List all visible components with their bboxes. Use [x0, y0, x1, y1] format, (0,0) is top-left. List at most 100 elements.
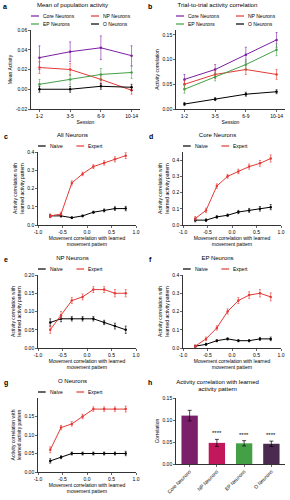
- svg-text:Mean of population activity: Mean of population activity: [37, 2, 108, 8]
- svg-text:0.2: 0.2: [27, 185, 34, 191]
- svg-text:Movement correlation with lear: Movement correlation with learnedmovemen…: [49, 482, 126, 495]
- svg-text:0.05: 0.05: [162, 81, 172, 87]
- svg-text:0.00: 0.00: [24, 469, 34, 475]
- svg-text:NP Neurons: NP Neurons: [196, 468, 220, 492]
- svg-text:-1.0: -1.0: [179, 352, 188, 358]
- svg-text:Core Neurons: Core Neurons: [188, 13, 220, 19]
- svg-text:-0.5: -0.5: [58, 229, 67, 235]
- svg-text:a: a: [3, 3, 7, 10]
- svg-text:Naive: Naive: [50, 389, 63, 395]
- svg-text:1.0: 1.0: [278, 229, 285, 235]
- svg-text:0.10: 0.10: [24, 308, 34, 314]
- svg-text:Activity correlation withlearn: Activity correlation withlearned activit…: [157, 163, 170, 214]
- svg-text:O Neurons: O Neurons: [253, 468, 275, 490]
- svg-text:EP Neurons: EP Neurons: [201, 255, 233, 261]
- svg-text:Expert: Expert: [88, 266, 103, 272]
- svg-text:0.06: 0.06: [17, 27, 27, 33]
- svg-text:0.0: 0.0: [84, 229, 91, 235]
- svg-text:6-9: 6-9: [97, 113, 104, 119]
- svg-text:0.0: 0.0: [27, 222, 34, 228]
- svg-text:Movement correlation with lear: Movement correlation with learnedmovemen…: [49, 235, 126, 248]
- svg-text:All Neurons: All Neurons: [57, 132, 88, 138]
- svg-text:b: b: [148, 3, 152, 10]
- svg-text:EP Neurons: EP Neurons: [43, 21, 70, 27]
- svg-text:0.15: 0.15: [162, 32, 172, 38]
- svg-text:0.04: 0.04: [17, 47, 27, 53]
- svg-text:0.4: 0.4: [172, 157, 179, 163]
- svg-text:Movement correlation with lear: Movement correlation with learnedmovemen…: [194, 235, 271, 248]
- svg-text:0.4: 0.4: [27, 149, 34, 155]
- svg-text:0.0: 0.0: [84, 476, 91, 482]
- svg-text:Core Neurons: Core Neurons: [166, 468, 193, 495]
- svg-text:-1.0: -1.0: [34, 229, 43, 235]
- svg-text:-0.5: -0.5: [203, 229, 212, 235]
- svg-text:0.1: 0.1: [172, 206, 179, 212]
- svg-text:Naive: Naive: [195, 266, 208, 272]
- svg-text:0.10: 0.10: [162, 417, 172, 423]
- svg-text:Movement correlation with lear: Movement correlation with learnedmovemen…: [194, 358, 271, 371]
- svg-text:Naive: Naive: [50, 266, 63, 272]
- svg-text:0.00: 0.00: [162, 461, 172, 467]
- svg-text:NP Neurons: NP Neurons: [103, 13, 131, 19]
- svg-text:Activity correlation withlearn: Activity correlation withlearned activit…: [12, 163, 25, 214]
- svg-text:e: e: [4, 256, 8, 263]
- svg-text:0.05: 0.05: [24, 327, 34, 333]
- svg-text:Mean Activity: Mean Activity: [7, 54, 13, 84]
- svg-text:6-9: 6-9: [242, 113, 249, 119]
- svg-text:Activity correlation: Activity correlation: [154, 49, 160, 90]
- svg-text:Expert: Expert: [233, 266, 248, 272]
- svg-text:Movement correlation with lear: Movement correlation with learnedmovemen…: [49, 358, 126, 371]
- svg-text:EP Neurons: EP Neurons: [188, 21, 215, 27]
- svg-text:1.0: 1.0: [133, 352, 140, 358]
- svg-text:10-14: 10-14: [125, 113, 138, 119]
- svg-text:0.5: 0.5: [253, 352, 260, 358]
- svg-text:Naive: Naive: [50, 143, 63, 149]
- svg-text:Session: Session: [222, 119, 240, 125]
- svg-text:****: ****: [212, 430, 222, 436]
- svg-text:NP Neurons: NP Neurons: [56, 255, 89, 261]
- svg-text:-0.5: -0.5: [58, 352, 67, 358]
- svg-text:-1.0: -1.0: [179, 229, 188, 235]
- svg-text:1-2: 1-2: [181, 113, 188, 119]
- svg-text:0.1: 0.1: [172, 327, 179, 333]
- svg-text:0.0: 0.0: [229, 229, 236, 235]
- svg-text:Session: Session: [77, 119, 95, 125]
- svg-text:0.10: 0.10: [162, 56, 172, 62]
- svg-text:****: ****: [239, 432, 249, 438]
- svg-text:10-14: 10-14: [270, 113, 283, 119]
- svg-text:O Neurons: O Neurons: [58, 378, 87, 384]
- svg-text:f: f: [149, 256, 152, 263]
- svg-text:0.00: 0.00: [24, 345, 34, 351]
- svg-text:Activity correlation withlearn: Activity correlation withlearned activit…: [10, 286, 23, 337]
- svg-text:O Neurons: O Neurons: [103, 21, 128, 27]
- svg-text:-0.5: -0.5: [203, 352, 212, 358]
- svg-text:-0.5: -0.5: [58, 476, 67, 482]
- svg-text:0.5: 0.5: [108, 352, 115, 358]
- svg-text:c: c: [4, 133, 8, 140]
- svg-text:1.0: 1.0: [133, 229, 140, 235]
- svg-text:1.0: 1.0: [278, 352, 285, 358]
- svg-text:0.0: 0.0: [172, 222, 179, 228]
- svg-text:3-5: 3-5: [67, 113, 74, 119]
- svg-text:0.05: 0.05: [162, 439, 172, 445]
- svg-text:0.4: 0.4: [172, 272, 179, 278]
- svg-text:Trial-to-trial activity correl: Trial-to-trial activity correlation: [178, 2, 258, 8]
- svg-text:3-5: 3-5: [212, 113, 219, 119]
- svg-text:d: d: [149, 133, 153, 140]
- svg-text:0.0: 0.0: [172, 345, 179, 351]
- svg-text:h: h: [148, 379, 152, 386]
- svg-text:-0.02: -0.02: [16, 106, 28, 112]
- svg-text:0.00: 0.00: [162, 106, 172, 112]
- svg-text:0.0: 0.0: [84, 352, 91, 358]
- svg-text:0.1: 0.1: [27, 204, 34, 210]
- svg-text:0.0: 0.0: [229, 352, 236, 358]
- svg-text:0.2: 0.2: [172, 308, 179, 314]
- svg-text:O Neurons: O Neurons: [248, 21, 273, 27]
- svg-text:Activity correlation withlearn: Activity correlation withlearned activit…: [157, 286, 170, 337]
- svg-text:1.0: 1.0: [133, 476, 140, 482]
- svg-text:0.2: 0.2: [172, 189, 179, 195]
- svg-text:Correlation: Correlation: [154, 419, 160, 444]
- svg-text:Core Neurons: Core Neurons: [43, 13, 75, 19]
- svg-text:Activity correlation with lear: Activity correlation with learnedactivit…: [176, 379, 259, 393]
- svg-text:****: ****: [266, 432, 276, 438]
